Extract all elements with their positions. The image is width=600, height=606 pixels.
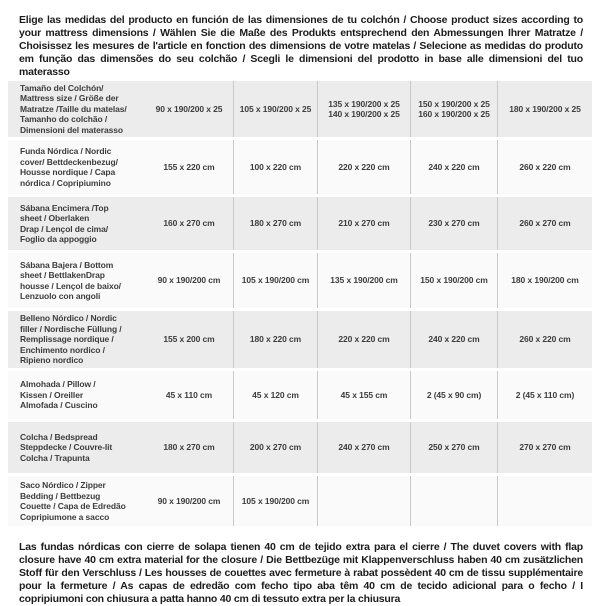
table-cell: 240 x 220 cm: [410, 311, 497, 368]
intro-text: Elige las medidas del producto en funció…: [19, 14, 583, 78]
table-row-zipper-bedding: Saco Nórdico / Zipper Bedding / Bettbezu…: [8, 476, 592, 526]
table-cell: 240 x 270 cm: [317, 422, 410, 473]
table-row-mattress-size: Tamaño del Colchón/ Mattress size / Größ…: [8, 81, 592, 137]
row-label: Saco Nórdico / Zipper Bedding / Bettbezu…: [20, 480, 126, 522]
table-cell: 180 x 190/200 cm: [497, 253, 592, 308]
row-label: Colcha / Bedspread Steppdecke / Couvre-l…: [20, 431, 113, 463]
row-label: Almohada / Pillow / Kissen / Oreiller Al…: [20, 379, 98, 411]
table-cell: [497, 476, 592, 526]
table-cell: 260 x 220 cm: [497, 140, 592, 194]
table-cell: 220 x 220 cm: [317, 140, 410, 194]
table-cell: 105 x 190/200 cm: [233, 253, 317, 308]
table-cell: 105 x 190/200 x 25: [233, 81, 317, 137]
table-cell: 210 x 270 cm: [317, 197, 410, 250]
row-label: Belleno Nórdico / Nordic filler / Nordis…: [20, 313, 122, 366]
row-label: Sábana Bajera / Bottom sheet / Bettlaken…: [20, 259, 121, 302]
table-cell: 260 x 270 cm: [497, 197, 592, 250]
table-cell: 135 x 190/200 cm: [317, 253, 410, 308]
table-cell: 90 x 190/200 cm: [157, 275, 221, 286]
table-cell: 90 x 190/200 x 25: [155, 103, 223, 114]
table-cell: 45 x 110 cm: [165, 389, 213, 400]
table-cell: 100 x 220 cm: [233, 140, 317, 194]
row-label: Tamaño del Colchón/ Mattress size / Größ…: [20, 82, 127, 135]
table-cell: 240 x 220 cm: [410, 140, 497, 194]
table-row-bottom-sheet: Sábana Bajera / Bottom sheet / Bettlaken…: [8, 253, 592, 308]
table-row-nordic-cover: Funda Nórdica / Nordic cover/ Bettdecken…: [8, 140, 592, 194]
table-row-pillow: Almohada / Pillow / Kissen / Oreiller Al…: [8, 371, 592, 419]
table-cell: 180 x 220 cm: [233, 311, 317, 368]
table-cell: 250 x 270 cm: [410, 422, 497, 473]
table-row-top-sheet: Sábana Encimera /Top sheet / Oberlaken D…: [8, 197, 592, 250]
table-cell: 200 x 270 cm: [233, 422, 317, 473]
row-label: Funda Nórdica / Nordic cover/ Bettdecken…: [20, 146, 118, 188]
table-cell: 45 x 155 cm: [317, 371, 410, 419]
footnote-text: Las fundas nórdicas con cierre de solapa…: [19, 541, 583, 605]
table-cell: 230 x 270 cm: [410, 197, 497, 250]
table-cell: 150 x 190/200 cm: [410, 253, 497, 308]
table-cell: 270 x 270 cm: [497, 422, 592, 473]
table-row-bedspread: Colcha / Bedspread Steppdecke / Couvre-l…: [8, 422, 592, 473]
table-cell: 135 x 190/200 x 25 140 x 190/200 x 25: [317, 81, 410, 137]
size-table: Tamaño del Colchón/ Mattress size / Größ…: [8, 81, 592, 526]
table-cell: 180 x 190/200 x 25: [497, 81, 592, 137]
table-cell: 160 x 270 cm: [163, 218, 215, 229]
table-cell: 260 x 220 cm: [497, 311, 592, 368]
table-cell: 180 x 270 cm: [163, 442, 215, 453]
row-label: Sábana Encimera /Top sheet / Oberlaken D…: [20, 202, 109, 245]
table-cell: 90 x 190/200 cm: [157, 495, 221, 506]
table-cell: 155 x 220 cm: [163, 161, 215, 172]
table-cell: 105 x 190/200 cm: [233, 476, 317, 526]
table-cell: 2 (45 x 90 cm): [410, 371, 497, 419]
table-row-nordic-filler: Belleno Nórdico / Nordic filler / Nordis…: [8, 311, 592, 368]
table-cell: [317, 476, 410, 526]
table-cell: 150 x 190/200 x 25 160 x 190/200 x 25: [410, 81, 497, 137]
table-cell: 2 (45 x 110 cm): [497, 371, 592, 419]
table-cell: [410, 476, 497, 526]
table-cell: 180 x 270 cm: [233, 197, 317, 250]
table-cell: 155 x 200 cm: [163, 334, 215, 345]
table-cell: 45 x 120 cm: [233, 371, 317, 419]
table-cell: 220 x 220 cm: [317, 311, 410, 368]
